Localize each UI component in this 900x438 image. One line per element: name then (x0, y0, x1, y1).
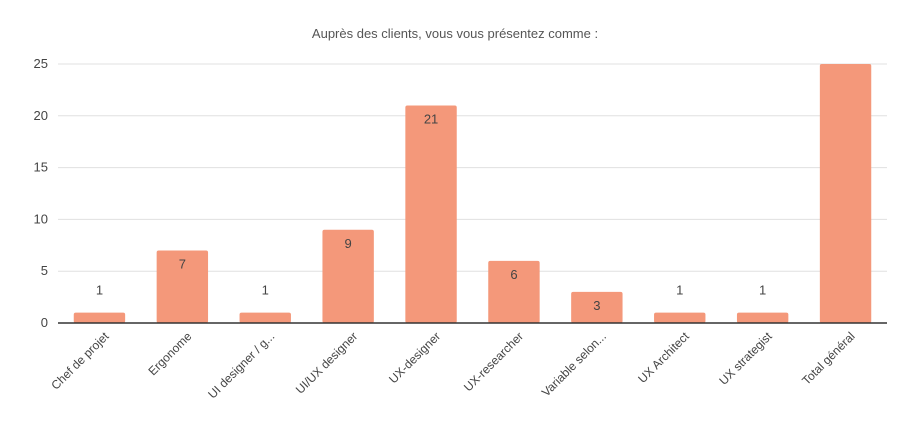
bar (488, 260, 540, 323)
bar (654, 312, 706, 323)
bar (239, 312, 291, 323)
data-label: 21 (424, 111, 438, 126)
data-label: 9 (345, 236, 352, 251)
data-label: 3 (593, 298, 600, 313)
chart-title: Auprès des clients, vous vous présentez … (312, 26, 598, 41)
data-label: 6 (510, 267, 517, 282)
bar (736, 312, 789, 323)
gridlines (58, 63, 887, 272)
bar (73, 312, 126, 323)
bar (571, 291, 623, 323)
x-tick-label: UI designer / g... (205, 329, 277, 401)
x-tick-label: Variable selon... (539, 329, 609, 399)
data-labels: 1 7 1 9 21 6 3 1 1 (96, 111, 766, 312)
bar (156, 250, 209, 323)
bar (322, 229, 374, 323)
bar (405, 105, 457, 323)
data-label: 7 (179, 256, 186, 271)
x-tick-label: UX Architect (635, 329, 692, 386)
x-tick-label: UX-researcher (461, 329, 526, 394)
x-tick-label: Ergonome (145, 329, 194, 378)
y-tick-label: 5 (41, 263, 48, 278)
x-axis-labels: Chef de projet Ergonome UI designer / g...… (48, 329, 857, 402)
x-tick-label: UX-designer (386, 329, 443, 386)
y-axis-ticks: 0 5 10 15 20 25 (34, 56, 48, 330)
y-tick-label: 0 (41, 315, 48, 330)
data-label: 1 (676, 283, 683, 298)
bars (73, 64, 872, 323)
data-label: 1 (262, 283, 269, 298)
data-label: 1 (759, 283, 766, 298)
data-label: 1 (96, 283, 103, 298)
x-tick-label: Total général (799, 329, 857, 387)
x-tick-label: UX strategist (716, 329, 775, 388)
y-tick-label: 20 (34, 108, 48, 123)
y-tick-label: 10 (34, 211, 48, 226)
x-tick-label: Chef de projet (48, 329, 112, 393)
bar (819, 64, 872, 323)
y-tick-label: 25 (34, 56, 48, 71)
y-tick-label: 15 (34, 160, 48, 175)
x-tick-label: UI/UX designer (293, 329, 360, 396)
